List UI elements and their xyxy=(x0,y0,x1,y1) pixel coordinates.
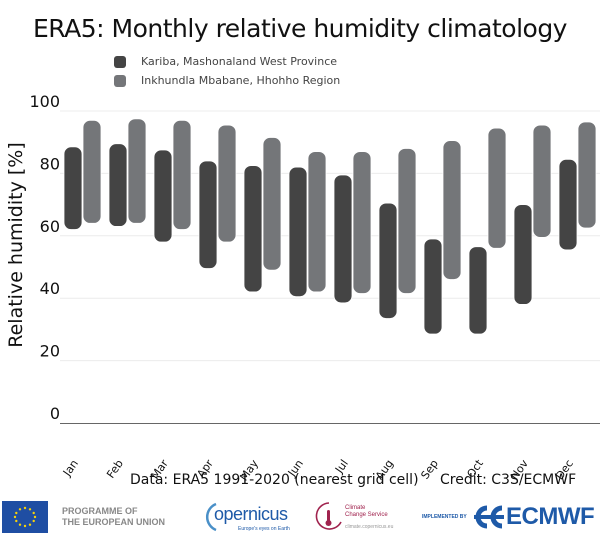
bar-may-mbabane xyxy=(262,137,282,271)
x-tick-label: Sep xyxy=(418,457,441,481)
c3s-thermometer-icon xyxy=(315,502,342,530)
c3s-text: Climate Change Service xyxy=(345,505,388,519)
legend: Kariba, Mashonaland West Province Inkhun… xyxy=(114,52,340,90)
eu-text-line2: THE EUROPEAN UNION xyxy=(62,517,166,527)
bar-oct-kariba xyxy=(468,246,488,335)
credit-note: Credit: C3S/ECMWF xyxy=(440,472,577,488)
bar-nov-kariba xyxy=(513,204,533,305)
bar-jun-mbabane xyxy=(307,151,327,293)
y-tick-label: 20 xyxy=(40,342,60,361)
y-tick-labels: 0 20 40 60 80 100 xyxy=(29,92,60,423)
bar-jul-mbabane xyxy=(352,151,372,294)
bar-feb-mbabane xyxy=(127,118,147,224)
gridlines xyxy=(60,110,600,362)
legend-swatch-kariba xyxy=(114,55,126,68)
bar-oct-mbabane xyxy=(487,127,507,249)
implemented-by-text: IMPLEMENTED BY xyxy=(422,514,467,520)
copernicus-tagline: Europe's eyes on Earth xyxy=(238,526,290,532)
legend-swatch-mbabane xyxy=(114,74,126,87)
y-tick-label: 40 xyxy=(40,279,60,298)
c3s-text-line1: Climate xyxy=(345,505,366,511)
bar-jan-kariba xyxy=(63,146,83,230)
bar-jun-kariba xyxy=(288,166,308,298)
legend-label-mbabane: Inkhundla Mbabane, Hhohho Region xyxy=(141,74,341,87)
chart-title: ERA5: Monthly relative humidity climatol… xyxy=(33,14,567,43)
legend-item-mbabane: Inkhundla Mbabane, Hhohho Region xyxy=(114,71,340,90)
ecmwf-wordmark: ECMWF xyxy=(506,503,595,530)
y-tick-label: 100 xyxy=(29,92,60,111)
copernicus-arc-icon xyxy=(206,502,217,532)
legend-item-kariba: Kariba, Mashonaland West Province xyxy=(114,52,340,71)
eu-flag-icon xyxy=(2,501,48,533)
y-tick-label: 60 xyxy=(40,217,60,236)
ecmwf-logo: ECMWF xyxy=(472,502,600,532)
c3s-url: climate.copernicus.eu xyxy=(345,524,394,530)
bar-may-kariba xyxy=(243,165,263,293)
y-tick-label: 80 xyxy=(40,154,60,173)
bar-sep-kariba xyxy=(423,238,443,335)
eu-programme-text: PROGRAMME OF THE EUROPEAN UNION xyxy=(62,506,165,528)
bar-aug-kariba xyxy=(378,202,398,319)
bar-jan-mbabane xyxy=(82,119,102,224)
bar-sep-mbabane xyxy=(442,140,462,280)
x-tick-label: Feb xyxy=(104,457,126,480)
bar-apr-mbabane xyxy=(217,124,237,243)
bar-feb-kariba xyxy=(108,143,128,227)
bar-dec-mbabane xyxy=(577,121,597,229)
c3s-logo: Climate Change Service climate.copernicu… xyxy=(315,500,415,534)
bar-apr-kariba xyxy=(198,160,218,269)
copernicus-wordmark: opernicus xyxy=(214,504,288,524)
bar-mar-kariba xyxy=(153,149,173,243)
copernicus-logo: opernicus Europe's eyes on Earth xyxy=(200,500,295,534)
bar-jul-kariba xyxy=(333,174,353,304)
y-tick-label: 0 xyxy=(50,404,60,423)
bar-aug-mbabane xyxy=(397,148,417,294)
ecmwf-symbol-icon xyxy=(474,505,504,529)
eu-text-line1: PROGRAMME OF xyxy=(62,506,138,516)
bar-dec-kariba xyxy=(558,158,578,251)
bar-nov-mbabane xyxy=(532,124,552,238)
bar-mar-mbabane xyxy=(172,119,192,230)
x-tick-label: Jan xyxy=(60,457,81,479)
legend-label-kariba: Kariba, Mashonaland West Province xyxy=(141,55,338,68)
bars xyxy=(63,118,597,335)
data-source-note: Data: ERA5 1991-2020 (nearest grid cell) xyxy=(130,472,419,488)
c3s-text-line2: Change Service xyxy=(345,512,388,518)
logo-strip: PROGRAMME OF THE EUROPEAN UNION opernicu… xyxy=(0,498,600,534)
